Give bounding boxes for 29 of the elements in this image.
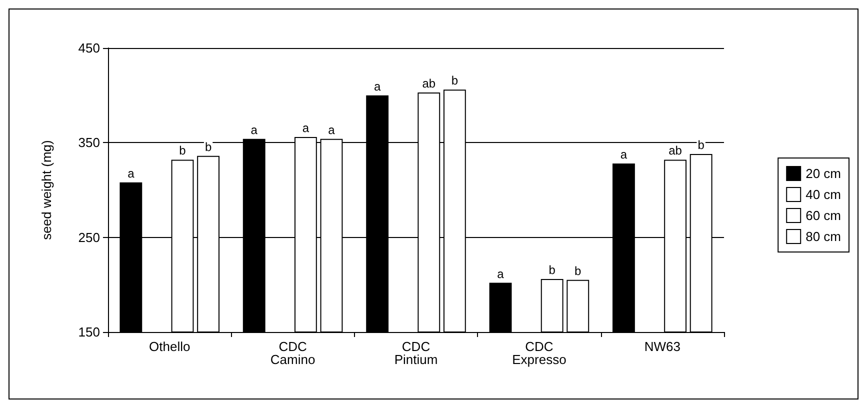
- data-label: a: [250, 122, 258, 137]
- data-label: b: [179, 144, 186, 158]
- y-axis-title: seed weight (mg): [39, 140, 54, 240]
- y-tick-label: 150: [78, 324, 100, 340]
- x-tick-label: NW63: [644, 339, 680, 354]
- legend-label: 20 cm: [806, 166, 842, 181]
- data-label: b: [204, 140, 212, 154]
- x-tick-label: CDC Expresso: [512, 339, 566, 367]
- legend-label: 60 cm: [806, 208, 842, 223]
- data-label: a: [128, 166, 135, 180]
- data-label: b: [574, 264, 582, 278]
- legend-label: 80 cm: [806, 229, 842, 244]
- x-tick-label: CDC Camino: [270, 339, 316, 367]
- y-tick-label: 450: [78, 40, 100, 56]
- legend-label: 40 cm: [806, 187, 842, 202]
- data-label: a: [620, 147, 628, 162]
- data-label: a: [374, 79, 381, 94]
- x-tick-label: CDC Pintium: [394, 339, 438, 367]
- data-label: ab: [422, 76, 436, 90]
- x-tick-label: Othello: [149, 339, 190, 354]
- data-label: b: [548, 262, 556, 277]
- y-tick-label: 350: [78, 135, 100, 150]
- data-label: a: [328, 122, 336, 137]
- y-tick-label: 250: [78, 230, 100, 245]
- data-label: b: [698, 138, 705, 152]
- data-label: b: [451, 74, 458, 88]
- data-label: ab: [668, 144, 682, 158]
- data-label: a: [302, 120, 310, 135]
- data-label: a: [497, 266, 504, 281]
